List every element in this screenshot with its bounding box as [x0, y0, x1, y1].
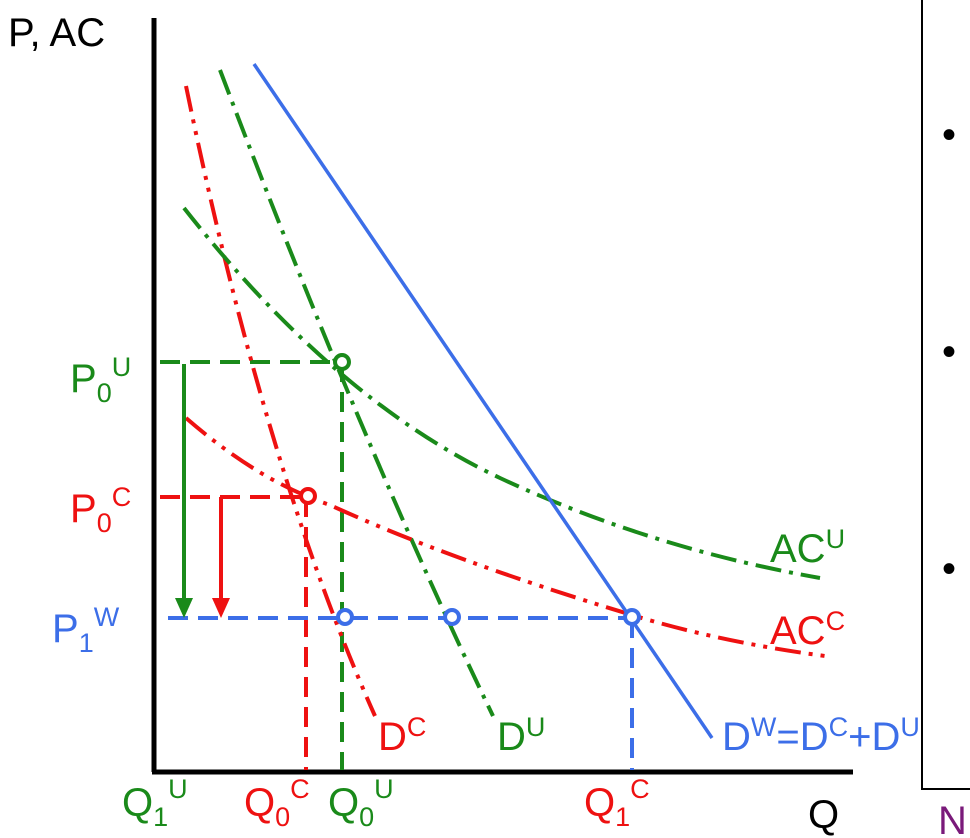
- label-q1u: Q1U: [122, 774, 188, 832]
- side-panel-box: [921, 0, 970, 790]
- green-down-arrow-head: [175, 598, 193, 618]
- label-q1c: Q1C: [584, 774, 650, 832]
- label-p0u: P0U: [70, 352, 131, 408]
- point-p1w-q1c: [623, 608, 641, 626]
- x-axis-label: Q: [808, 793, 839, 837]
- demand-c-curve: [184, 85, 377, 717]
- label-du: DU: [497, 712, 545, 759]
- point-p1w-du: [443, 608, 461, 626]
- label-dc: DC: [378, 712, 426, 759]
- label-acu: ACU: [770, 524, 845, 571]
- point-p0c-q0c: [299, 487, 317, 505]
- label-q0c: Q0C: [244, 774, 310, 832]
- demand-w-line: [252, 63, 714, 739]
- red-down-arrow-head: [212, 598, 230, 618]
- label-dw: DW=DC+DU: [722, 712, 920, 759]
- panel-bullet-2: •: [942, 330, 956, 374]
- demand-u-curve: [218, 69, 495, 717]
- label-q0u: Q0U: [328, 774, 394, 832]
- label-p1w: P1W: [52, 602, 120, 658]
- point-p1w-dc: [336, 608, 354, 626]
- panel-footer-letter: N: [938, 799, 967, 838]
- ac-u-curve: [182, 206, 821, 580]
- y-axis-label: P, AC: [8, 11, 105, 55]
- panel-bullet-3: •: [942, 547, 956, 591]
- panel-bullet-1: •: [942, 113, 956, 157]
- point-p0u-q0u: [333, 353, 351, 371]
- label-p0c: P0C: [70, 482, 131, 538]
- ac-c-curve: [184, 416, 826, 658]
- label-acc: ACC: [770, 606, 845, 653]
